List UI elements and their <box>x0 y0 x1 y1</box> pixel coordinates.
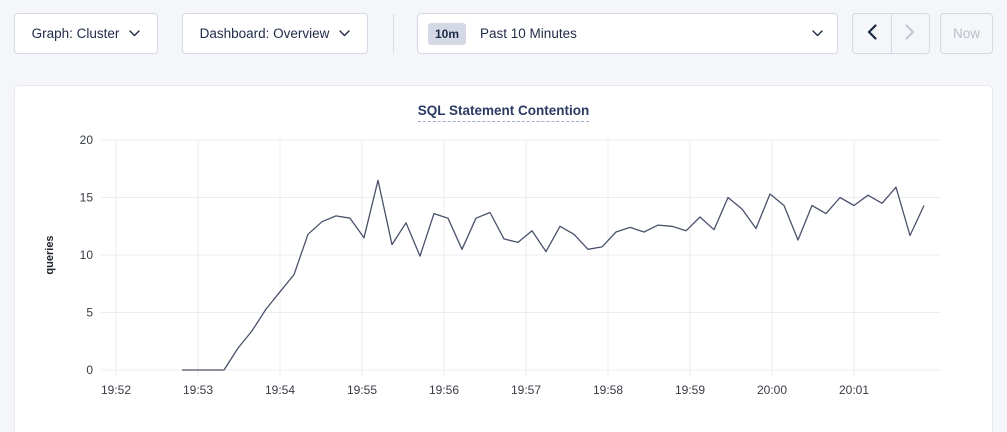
svg-text:19:55: 19:55 <box>347 383 377 397</box>
dashboard-dropdown-label: Dashboard: Overview <box>199 26 330 41</box>
time-range-dropdown[interactable]: 10m Past 10 Minutes <box>417 13 838 54</box>
svg-text:19:59: 19:59 <box>675 383 705 397</box>
svg-text:queries: queries <box>44 235 56 274</box>
dashboard-dropdown[interactable]: Dashboard: Overview <box>182 13 368 54</box>
svg-text:5: 5 <box>86 306 93 320</box>
svg-text:19:54: 19:54 <box>265 383 295 397</box>
toolbar: Graph: Cluster Dashboard: Overview 10m P… <box>0 0 1007 66</box>
svg-text:19:56: 19:56 <box>429 383 459 397</box>
toolbar-divider <box>393 14 394 53</box>
svg-text:15: 15 <box>80 191 94 205</box>
svg-text:20: 20 <box>80 133 94 147</box>
time-step-button-group <box>852 13 930 54</box>
chevron-down-icon <box>339 30 351 37</box>
chevron-right-icon <box>905 24 915 43</box>
svg-text:10: 10 <box>80 248 94 262</box>
graph-dropdown-label: Graph: Cluster <box>31 26 120 41</box>
svg-text:19:58: 19:58 <box>593 383 623 397</box>
svg-text:19:57: 19:57 <box>511 383 541 397</box>
graph-dropdown[interactable]: Graph: Cluster <box>14 13 158 54</box>
chart-panel: SQL Statement Contention 0 5 10 15 20 19:52 19… <box>14 85 993 432</box>
svg-text:0: 0 <box>86 363 93 377</box>
chart-title[interactable]: SQL Statement Contention <box>417 103 590 122</box>
svg-text:19:53: 19:53 <box>183 383 213 397</box>
chevron-down-icon <box>812 30 823 37</box>
previous-range-button[interactable] <box>853 14 891 53</box>
chevron-left-icon <box>867 24 877 43</box>
next-range-button[interactable] <box>890 14 929 53</box>
chart-title-row: SQL Statement Contention <box>15 102 992 124</box>
sql-contention-line-chart: 0 5 10 15 20 19:52 19:53 19:54 19:55 19:56 19:57 19… <box>44 133 941 397</box>
svg-text:19:52: 19:52 <box>101 383 131 397</box>
chevron-down-icon <box>129 30 141 37</box>
svg-text:20:00: 20:00 <box>757 383 787 397</box>
svg-text:20:01: 20:01 <box>839 383 869 397</box>
time-range-label: Past 10 Minutes <box>480 26 577 41</box>
now-button[interactable]: Now <box>940 13 993 54</box>
time-range-badge: 10m <box>428 22 467 45</box>
